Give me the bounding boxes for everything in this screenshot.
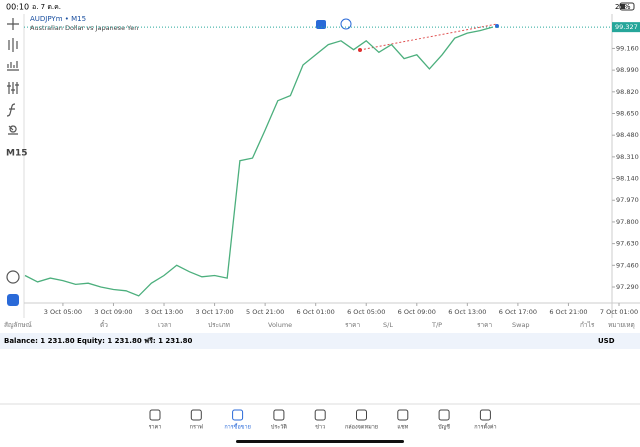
indicators-tool[interactable] bbox=[7, 61, 19, 71]
y-tick-label: 97.460 bbox=[616, 261, 639, 269]
table-column: Volume bbox=[268, 321, 292, 329]
trend-anchor[interactable] bbox=[358, 48, 362, 52]
x-tick-label: 3 Oct 13:00 bbox=[145, 308, 183, 316]
balance-bg bbox=[0, 333, 640, 349]
x-tick-label: 3 Oct 17:00 bbox=[195, 308, 233, 316]
nav-item[interactable]: ราคา bbox=[149, 425, 162, 431]
table-column: ประเภท bbox=[208, 321, 230, 329]
y-tick-label: 98.990 bbox=[616, 66, 639, 74]
nav-icon[interactable] bbox=[356, 409, 367, 421]
nav-item[interactable]: ข่าว bbox=[315, 425, 325, 431]
chart-subtitle: Australian Dollar vs Japanese Yen bbox=[30, 24, 138, 32]
nav-icon[interactable] bbox=[190, 409, 202, 421]
nav-item[interactable]: กราฟ bbox=[190, 424, 203, 431]
table-column: ราคา bbox=[477, 321, 492, 329]
x-tick-label: 6 Oct 05:00 bbox=[347, 308, 385, 316]
currency: USD bbox=[598, 337, 615, 345]
timeframe[interactable]: M15 bbox=[6, 149, 27, 159]
table-column: S/L bbox=[383, 321, 393, 329]
y-tick-label: 98.650 bbox=[616, 110, 639, 118]
balance-text: Balance: 1 231.80 Equity: 1 231.80 ฟรี: … bbox=[4, 337, 193, 345]
nav-item[interactable]: กล่องจดหมาย bbox=[345, 425, 378, 431]
nav-icon[interactable] bbox=[273, 409, 285, 421]
table-column: Swap bbox=[512, 321, 530, 329]
last-price-label: 99.327 bbox=[615, 23, 638, 31]
one-click-trade[interactable] bbox=[316, 20, 326, 29]
settings-tool[interactable] bbox=[7, 82, 19, 94]
clock-tool[interactable] bbox=[6, 270, 20, 284]
nav-icon[interactable] bbox=[438, 409, 450, 421]
nav-icon[interactable] bbox=[232, 409, 244, 421]
x-tick-label: 6 Oct 01:00 bbox=[297, 308, 335, 316]
nav-item[interactable]: แชท bbox=[397, 424, 408, 431]
trend-line[interactable] bbox=[359, 23, 498, 51]
table-header-bg bbox=[0, 318, 640, 332]
last-price-box bbox=[612, 22, 640, 33]
x-tick-label: 3 Oct 05:00 bbox=[44, 308, 82, 316]
battery-level bbox=[621, 4, 625, 9]
x-tick-label: 5 Oct 21:00 bbox=[246, 308, 284, 316]
nav-item[interactable]: การซื้อขาย bbox=[224, 423, 250, 431]
x-tick-label: 6 Oct 17:00 bbox=[499, 308, 537, 316]
table-column: กำไร bbox=[580, 321, 595, 329]
nav-icon[interactable] bbox=[397, 409, 409, 421]
table-column: เวลา bbox=[158, 321, 172, 329]
battery-icon bbox=[619, 2, 635, 11]
table-column: T/P bbox=[431, 321, 442, 329]
nav-icon[interactable] bbox=[479, 409, 491, 421]
status-date: อ. 7 ต.ค. bbox=[32, 3, 61, 11]
status-time: 00:10 bbox=[6, 3, 29, 12]
nav-item[interactable]: ประวัติ bbox=[271, 424, 287, 431]
table-column: สัญลักษณ์ bbox=[4, 321, 32, 329]
chart-type-tool[interactable] bbox=[8, 38, 18, 52]
x-tick-label: 6 Oct 09:00 bbox=[398, 308, 436, 316]
table-column: หมายเหตุ bbox=[608, 321, 635, 329]
home-indicator bbox=[236, 440, 404, 443]
crosshair-tool[interactable] bbox=[7, 18, 19, 30]
y-tick-label: 97.630 bbox=[616, 240, 639, 248]
y-tick-label: 98.140 bbox=[616, 175, 639, 183]
nav-item[interactable]: การตั้งค่า bbox=[474, 423, 496, 431]
y-tick-label: 99.160 bbox=[616, 44, 639, 52]
nav-icon[interactable] bbox=[314, 409, 326, 421]
y-tick-label: 98.820 bbox=[616, 88, 639, 96]
y-tick-label: 98.480 bbox=[616, 131, 639, 139]
nav-icon[interactable] bbox=[149, 409, 161, 421]
y-tick-label: 97.970 bbox=[616, 196, 639, 204]
chart-title: AUDJPYm • M15 bbox=[30, 15, 86, 23]
x-tick-label: 6 Oct 21:00 bbox=[549, 308, 587, 316]
signal-icon[interactable] bbox=[340, 18, 352, 30]
x-tick-label: 7 Oct 01:00 bbox=[600, 308, 638, 316]
table-column: ราคา bbox=[345, 321, 360, 329]
function-tool[interactable] bbox=[6, 103, 16, 117]
x-tick-label: 6 Oct 13:00 bbox=[448, 308, 486, 316]
table-column: ตั๋ว bbox=[100, 320, 108, 329]
y-tick-label: 97.290 bbox=[616, 283, 639, 291]
nav-item[interactable]: บัญชี bbox=[438, 424, 450, 431]
y-tick-label: 98.310 bbox=[616, 153, 639, 161]
x-tick-label: 3 Oct 09:00 bbox=[94, 308, 132, 316]
shapes-tool[interactable] bbox=[8, 125, 18, 135]
trade-tool[interactable] bbox=[7, 294, 19, 306]
y-tick-label: 97.800 bbox=[616, 218, 639, 226]
price-line bbox=[24, 26, 493, 297]
